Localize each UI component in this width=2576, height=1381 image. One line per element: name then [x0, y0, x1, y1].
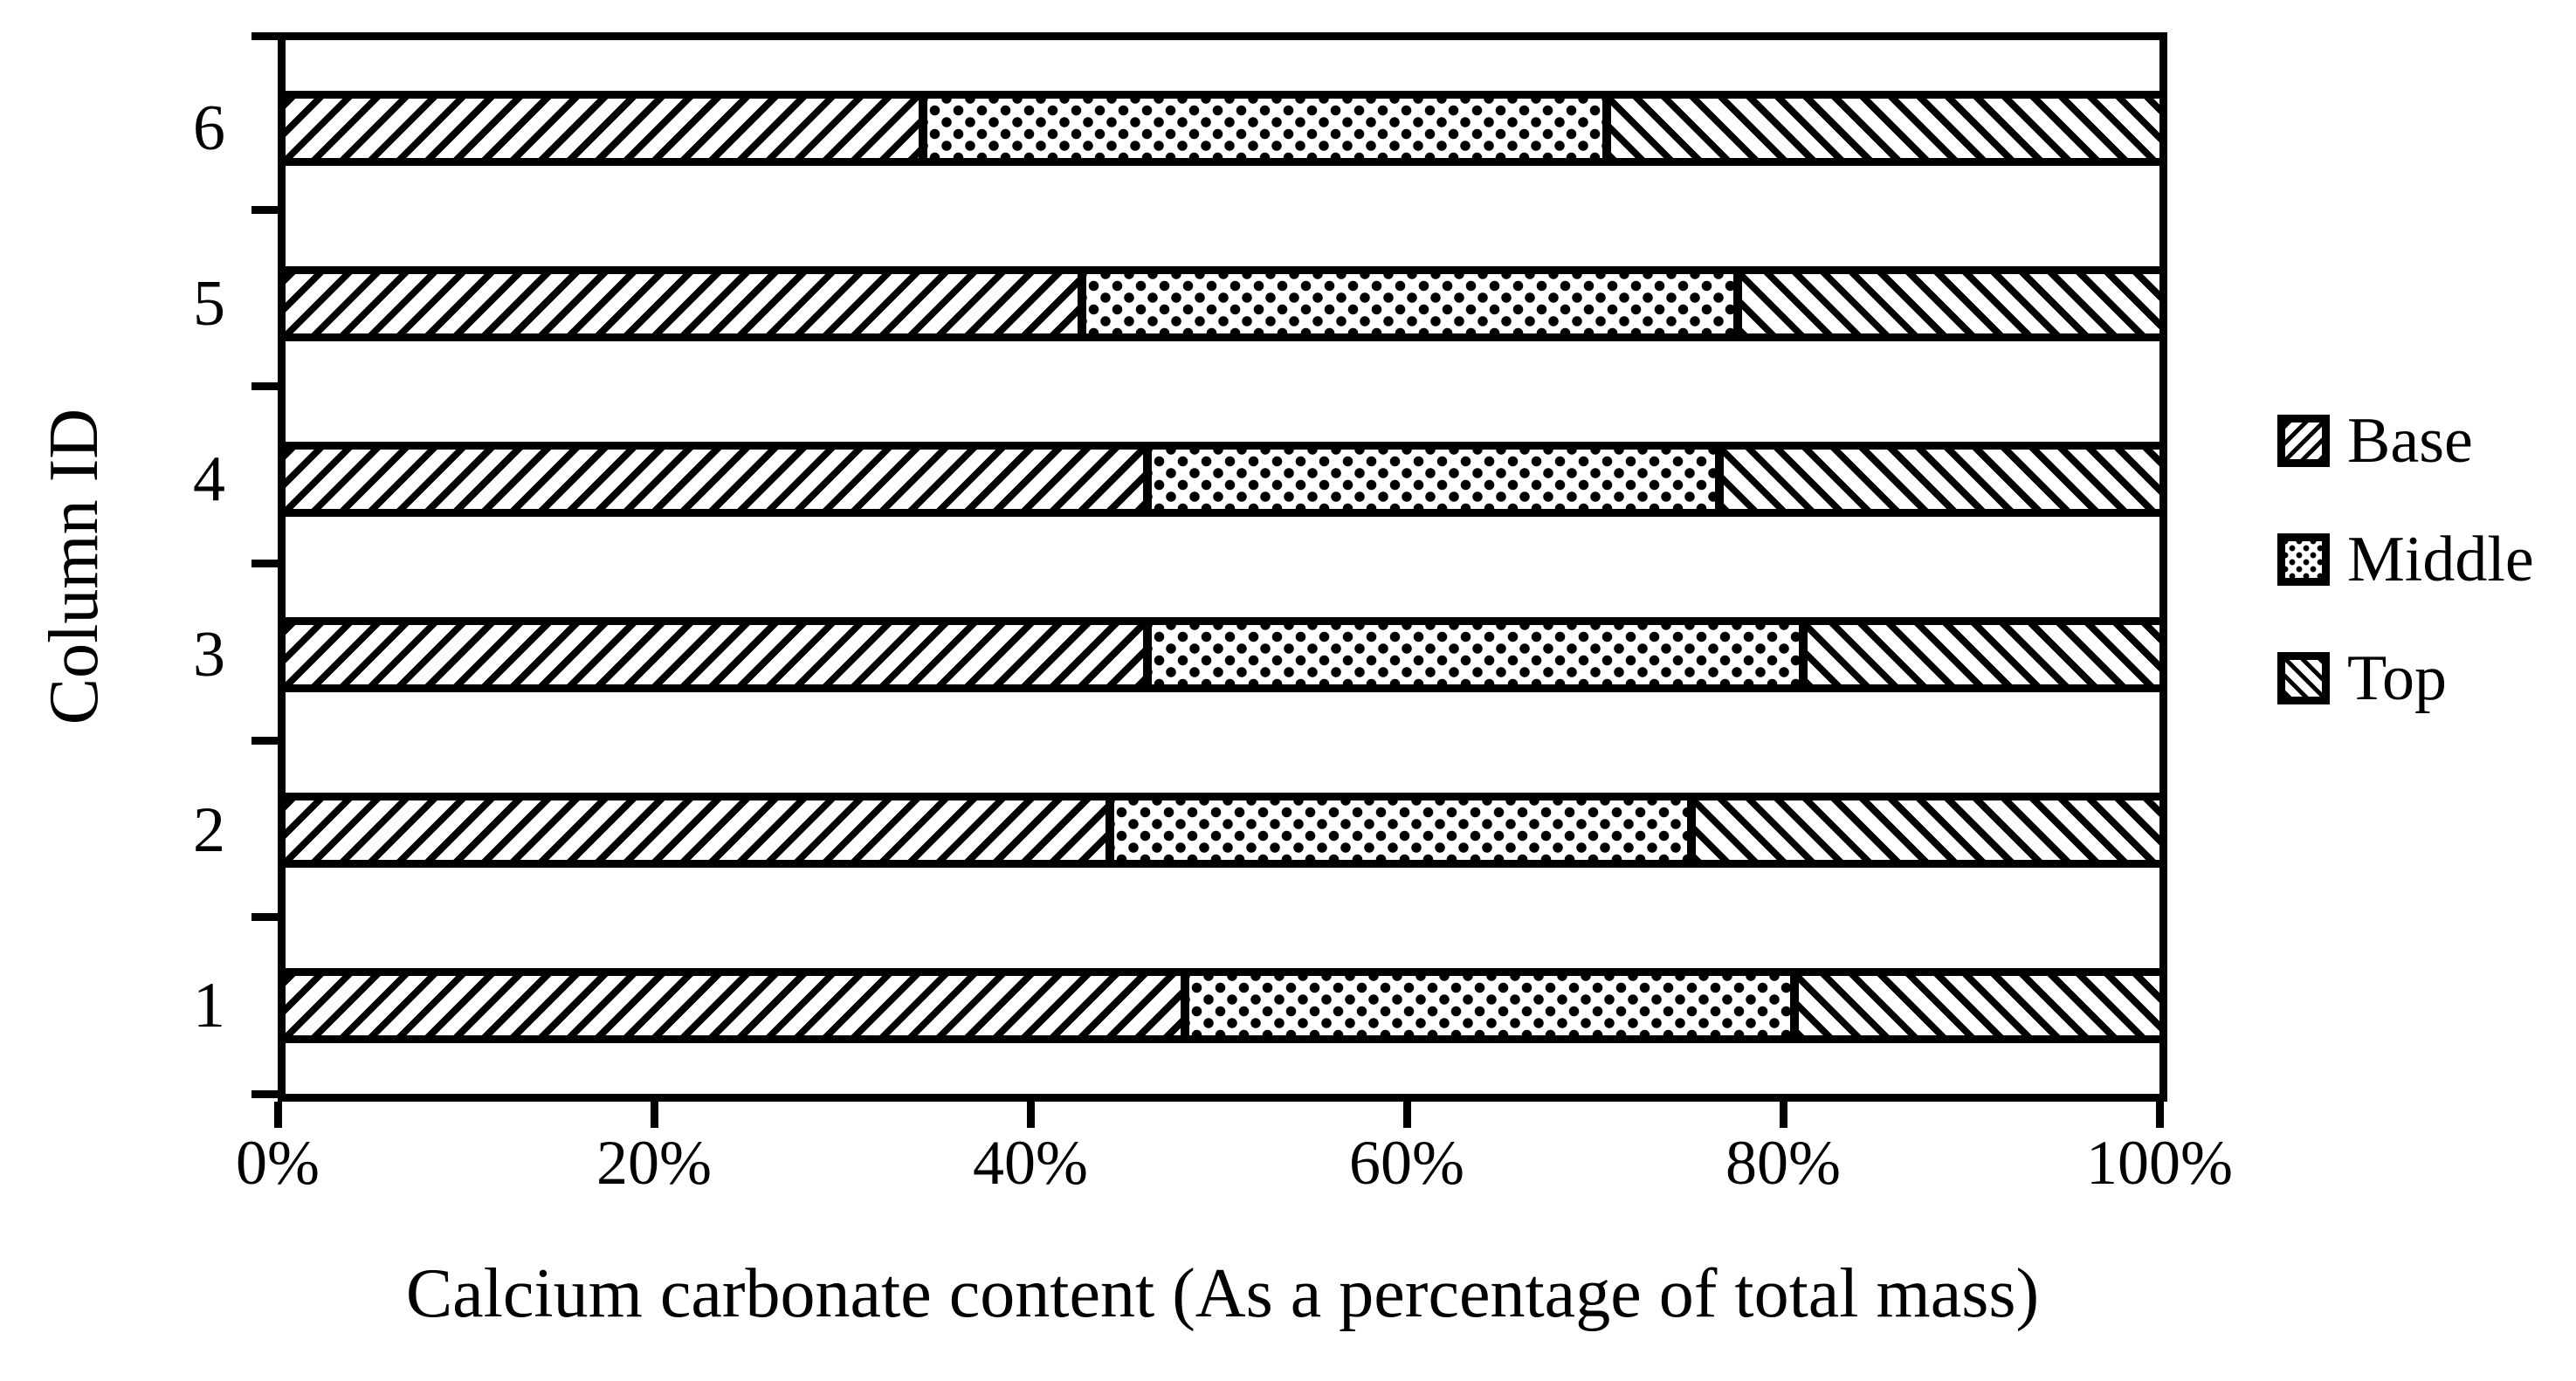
bar-5-segment-base	[286, 273, 1083, 333]
x-axis-title: Calcium carbonate content (As a percenta…	[405, 1255, 2040, 1332]
bar-1-segment-base	[286, 976, 1186, 1036]
bar-5-segment-middle	[1082, 273, 1739, 333]
bar-column-3	[286, 617, 2159, 693]
legend-label-middle: Middle	[2347, 524, 2534, 595]
legend-item-top: Top	[2277, 646, 2534, 711]
x-tick-label-40pct: 40%	[973, 1128, 1088, 1198]
bar-2-segment-base	[286, 800, 1111, 861]
segment-divider	[1181, 968, 1190, 1044]
segment-divider	[1601, 90, 1611, 166]
legend-label-top: Top	[2347, 642, 2448, 714]
y-category-label-1: 1	[193, 970, 225, 1042]
y-category-label-3: 3	[193, 619, 225, 691]
x-tick-label-60pct: 60%	[1349, 1128, 1464, 1198]
y-axis-tick	[251, 382, 278, 391]
legend-item-base: Base	[2277, 409, 2534, 473]
bar-4-segment-base	[286, 449, 1148, 509]
segment-divider	[1686, 793, 1696, 869]
legend: Base Middle Top	[2277, 409, 2534, 765]
bar-column-5	[286, 265, 2159, 341]
legend-item-middle: Middle	[2277, 527, 2534, 592]
legend-swatch-base-icon	[2277, 415, 2330, 467]
x-axis-tick	[1403, 1102, 1411, 1128]
segment-divider	[1714, 441, 1724, 517]
x-tick-label-20pct: 20%	[596, 1128, 712, 1198]
y-category-label-5: 5	[193, 267, 225, 340]
segment-divider	[1078, 265, 1087, 341]
bar-3-segment-middle	[1147, 625, 1804, 685]
y-axis-tick	[251, 1090, 278, 1098]
legend-swatch-top-icon	[2277, 652, 2330, 704]
bar-4-segment-top	[1718, 449, 2159, 509]
y-category-label-4: 4	[193, 443, 225, 515]
segment-divider	[1105, 793, 1115, 869]
x-tick-label-80pct: 80%	[1725, 1128, 1841, 1198]
bar-column-6	[286, 90, 2159, 166]
segment-divider	[1733, 265, 1743, 341]
bar-4-segment-middle	[1147, 449, 1719, 509]
bar-column-1	[286, 968, 2159, 1044]
x-axis-tick	[274, 1102, 282, 1128]
y-axis-tick	[251, 32, 278, 40]
bar-1-segment-top	[1794, 976, 2159, 1036]
bar-5-segment-top	[1738, 273, 2159, 333]
legend-label-base: Base	[2347, 405, 2473, 477]
bar-3-segment-base	[286, 625, 1148, 685]
bar-1-segment-middle	[1185, 976, 1794, 1036]
y-axis-title-wrap: Column ID	[26, 32, 122, 1102]
bar-6-segment-middle	[922, 98, 1607, 158]
y-category-label-2: 2	[193, 794, 225, 867]
bar-2-segment-top	[1691, 800, 2159, 861]
bar-3-segment-top	[1803, 625, 2159, 685]
y-axis-tick	[251, 560, 278, 567]
bar-column-2	[286, 793, 2159, 869]
y-axis-tick	[251, 205, 278, 214]
x-tick-label-0pct: 0%	[236, 1128, 320, 1198]
x-axis-tick	[651, 1102, 658, 1128]
x-axis-tick	[2156, 1102, 2164, 1128]
bar-6-segment-top	[1606, 98, 2159, 158]
y-axis-tick	[251, 736, 278, 745]
y-category-label-6: 6	[193, 92, 225, 164]
segment-divider	[1799, 617, 1808, 693]
segment-divider	[1143, 441, 1153, 517]
bar-column-4	[286, 441, 2159, 517]
x-axis-tick	[1027, 1102, 1035, 1128]
bar-2-segment-middle	[1110, 800, 1691, 861]
segment-divider	[1789, 968, 1799, 1044]
segment-divider	[918, 90, 927, 166]
bar-6-segment-base	[286, 98, 923, 158]
x-axis-tick	[1780, 1102, 1787, 1128]
x-tick-label-100pct: 100%	[2086, 1128, 2233, 1198]
legend-swatch-middle-icon	[2277, 533, 2330, 586]
plot-area	[278, 32, 2167, 1102]
segment-divider	[1143, 617, 1153, 693]
y-axis-tick	[251, 913, 278, 922]
